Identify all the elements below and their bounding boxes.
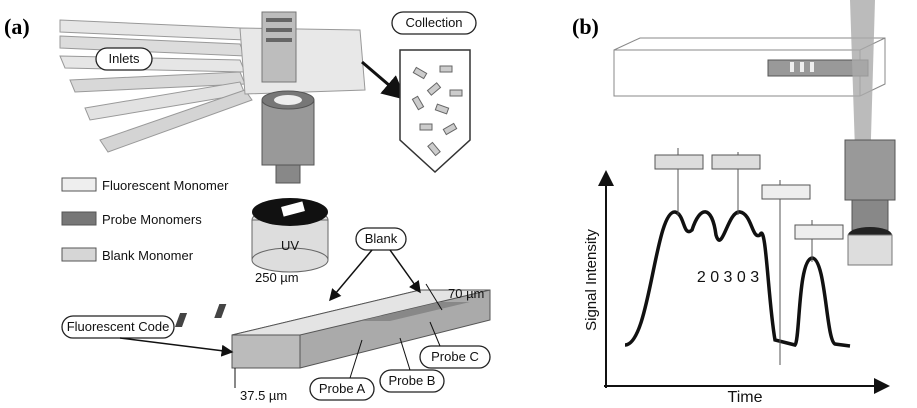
shape xyxy=(274,95,302,105)
panel-label: (a) xyxy=(4,14,30,39)
shape xyxy=(232,335,300,368)
shape xyxy=(266,28,292,32)
shape xyxy=(790,62,794,72)
shape xyxy=(214,304,226,318)
shape xyxy=(852,200,888,230)
shape xyxy=(848,235,892,265)
legend-label: Blank Monomer xyxy=(102,248,194,263)
shape xyxy=(262,100,314,165)
shape xyxy=(62,248,96,261)
shape xyxy=(655,155,703,169)
shape xyxy=(120,338,232,352)
collection-tube xyxy=(400,50,470,172)
shape xyxy=(330,250,372,300)
readout-markers xyxy=(655,148,843,365)
y-axis-label: Signal Intensity xyxy=(583,229,600,331)
inlets-device xyxy=(60,12,365,152)
legend-label: Probe Monomers xyxy=(102,212,202,227)
callout: Probe C xyxy=(431,349,479,364)
shape xyxy=(762,185,810,199)
shape xyxy=(440,66,452,72)
shape xyxy=(62,178,96,191)
shape xyxy=(800,62,804,72)
callout: Blank xyxy=(365,231,398,246)
figure: (a) Inlets Collection xyxy=(0,0,917,408)
shape xyxy=(266,18,292,22)
shape xyxy=(712,155,760,169)
shape xyxy=(390,250,420,292)
shape xyxy=(175,313,187,327)
callout: Inlets xyxy=(108,51,140,66)
shape xyxy=(450,90,462,96)
callout: Probe A xyxy=(319,381,366,396)
dimension: 70 µm xyxy=(448,286,484,301)
shape xyxy=(276,165,300,183)
shape xyxy=(262,12,296,82)
legend: Fluorescent Monomer Probe Monomers Blank… xyxy=(62,178,229,263)
code-readout: 2 0 3 0 3 xyxy=(697,269,759,286)
shape xyxy=(62,212,96,225)
uv-label: UV xyxy=(281,238,299,253)
callout: Collection xyxy=(405,15,462,30)
x-axis-label: Time xyxy=(728,389,763,406)
shape xyxy=(810,62,814,72)
legend-label: Fluorescent Monomer xyxy=(102,178,229,193)
shape xyxy=(420,124,432,130)
callout: Probe B xyxy=(389,373,436,388)
shape xyxy=(266,38,292,42)
dimension: 37.5 µm xyxy=(240,388,287,403)
shape xyxy=(845,140,895,200)
shape xyxy=(240,28,365,94)
panel-label: (b) xyxy=(572,14,599,39)
shape xyxy=(400,338,410,370)
callout: Fluorescent Code xyxy=(67,319,170,334)
shape xyxy=(795,225,843,239)
arrow xyxy=(362,62,404,98)
dimension: 250 µm xyxy=(255,270,299,285)
channel xyxy=(614,0,895,265)
